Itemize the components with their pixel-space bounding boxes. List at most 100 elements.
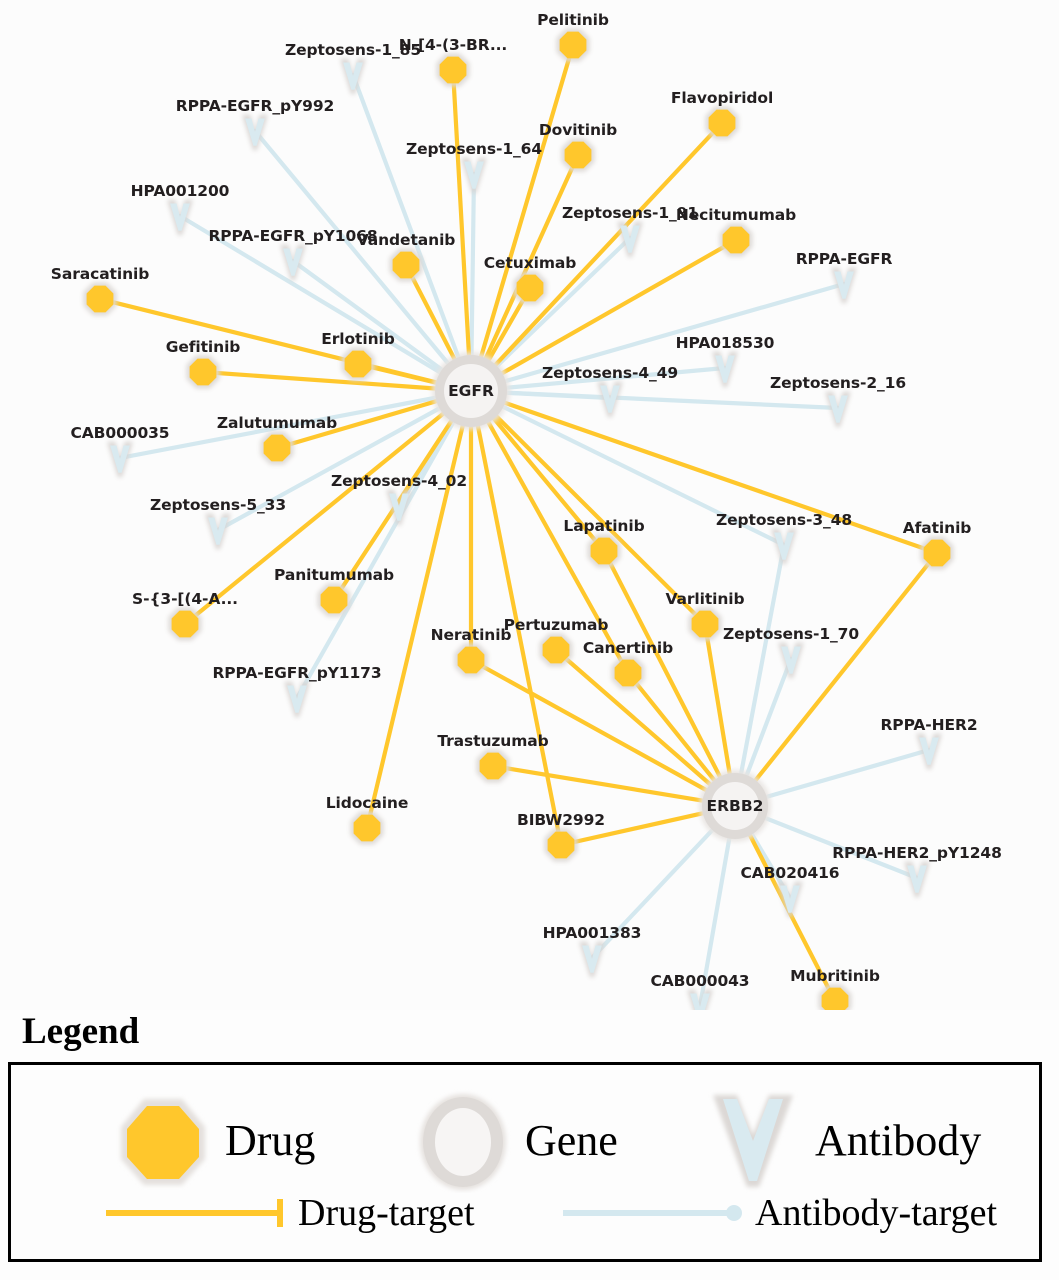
drug-node[interactable] bbox=[544, 828, 578, 862]
drug-node[interactable] bbox=[556, 28, 590, 62]
antibody-node[interactable] bbox=[107, 441, 133, 478]
legend-label-drug: Drug bbox=[225, 1116, 316, 1165]
legend: Legend Drug Gene bbox=[0, 1010, 1059, 1280]
edge bbox=[274, 398, 441, 451]
legend-label-antibody-target: Antibody-target bbox=[755, 1192, 998, 1234]
drug-node[interactable] bbox=[719, 223, 753, 257]
edge bbox=[478, 42, 576, 361]
drug-node[interactable] bbox=[454, 643, 488, 677]
drug-node[interactable] bbox=[611, 656, 645, 690]
legend-item-drug-target: Drug-target bbox=[104, 1193, 475, 1233]
drug-node[interactable] bbox=[436, 53, 470, 87]
edge bbox=[492, 412, 708, 627]
antibody-node[interactable] bbox=[461, 157, 487, 194]
edge bbox=[738, 542, 787, 778]
edge bbox=[502, 390, 841, 411]
drug-node[interactable] bbox=[561, 138, 595, 172]
drug-node[interactable] bbox=[587, 534, 621, 568]
drug-node[interactable] bbox=[341, 347, 375, 381]
drug-node[interactable] bbox=[513, 271, 547, 305]
legend-item-antibody-target: Antibody-target bbox=[561, 1193, 997, 1233]
antibody-node[interactable] bbox=[825, 391, 851, 428]
gene-node[interactable] bbox=[432, 352, 510, 430]
edge bbox=[761, 815, 920, 881]
legend-item-antibody: Antibody bbox=[701, 1089, 981, 1193]
drug-node[interactable] bbox=[186, 355, 220, 389]
edge bbox=[752, 550, 940, 784]
ring-icon bbox=[420, 1094, 506, 1190]
edge bbox=[182, 410, 447, 627]
edge bbox=[493, 235, 633, 370]
edge bbox=[200, 369, 440, 391]
drug-node[interactable] bbox=[688, 607, 722, 641]
antibody-node[interactable] bbox=[284, 681, 310, 718]
edge bbox=[490, 415, 607, 554]
edge bbox=[450, 67, 472, 360]
tee-line-icon bbox=[106, 1199, 283, 1227]
edge bbox=[350, 72, 462, 362]
gene-node[interactable] bbox=[699, 770, 771, 842]
antibody-node[interactable] bbox=[778, 642, 804, 679]
edge bbox=[475, 422, 564, 848]
chevron-icon bbox=[713, 1095, 793, 1187]
legend-shape-row: Drug Gene Antibody bbox=[11, 1083, 1039, 1190]
edge bbox=[743, 656, 794, 780]
drug-node[interactable] bbox=[705, 106, 739, 140]
antibody-node[interactable] bbox=[916, 733, 942, 770]
drug-node[interactable] bbox=[818, 984, 852, 1010]
antibody-node[interactable] bbox=[777, 881, 803, 918]
antibody-node[interactable] bbox=[340, 58, 366, 95]
gene-label: ERBB2 bbox=[706, 797, 764, 815]
antibody-node[interactable] bbox=[831, 267, 857, 304]
edge bbox=[403, 262, 458, 363]
drug-node[interactable] bbox=[389, 248, 423, 282]
edge bbox=[501, 281, 847, 384]
edge bbox=[482, 152, 581, 363]
legend-title: Legend bbox=[22, 1011, 140, 1052]
legend-label-gene: Gene bbox=[525, 1116, 618, 1165]
edge bbox=[468, 657, 710, 794]
antibody-node[interactable] bbox=[280, 244, 306, 281]
drug-node[interactable] bbox=[168, 607, 202, 641]
antibody-node[interactable] bbox=[597, 381, 623, 418]
edge bbox=[553, 647, 714, 788]
antibody-node[interactable] bbox=[242, 114, 268, 151]
drug-node[interactable] bbox=[539, 633, 573, 667]
edge bbox=[601, 548, 723, 781]
edge bbox=[625, 670, 718, 784]
circle-line-icon bbox=[563, 1205, 742, 1221]
antibody-node[interactable] bbox=[771, 528, 797, 565]
drug-node[interactable] bbox=[350, 811, 384, 845]
legend-label-antibody: Antibody bbox=[815, 1116, 982, 1165]
antibody-node[interactable] bbox=[687, 989, 713, 1010]
edge bbox=[502, 365, 728, 391]
antibody-node[interactable] bbox=[205, 513, 231, 550]
edge bbox=[215, 405, 444, 533]
edge bbox=[762, 747, 932, 800]
edge bbox=[589, 826, 716, 961]
edge bbox=[498, 237, 739, 377]
antibody-node[interactable] bbox=[712, 351, 738, 388]
antibody-node[interactable] bbox=[579, 941, 605, 978]
drug-node[interactable] bbox=[83, 282, 117, 316]
drug-node[interactable] bbox=[920, 536, 954, 570]
network-svg[interactable] bbox=[0, 0, 1059, 1010]
edge bbox=[492, 120, 725, 369]
antibody-node[interactable] bbox=[617, 221, 643, 258]
antibody-node[interactable] bbox=[386, 489, 412, 526]
network-canvas[interactable]: Zeptosens-1_85 RPPA-EGFR_pY992 HPA001200 Ze… bbox=[0, 0, 1059, 1010]
antibody-node[interactable] bbox=[167, 199, 193, 236]
edge bbox=[117, 395, 440, 461]
edge bbox=[252, 128, 452, 367]
edge bbox=[290, 258, 446, 374]
drug-node[interactable] bbox=[317, 583, 351, 617]
drug-node[interactable] bbox=[260, 431, 294, 465]
legend-box: Drug Gene Antibody bbox=[8, 1062, 1042, 1262]
drug-node[interactable] bbox=[476, 749, 510, 783]
legend-label-drug-target: Drug-target bbox=[298, 1192, 475, 1234]
nodes-layer[interactable] bbox=[83, 28, 954, 1010]
edge bbox=[485, 418, 631, 676]
octagon-icon bbox=[121, 1099, 205, 1185]
antibody-node[interactable] bbox=[904, 861, 930, 898]
